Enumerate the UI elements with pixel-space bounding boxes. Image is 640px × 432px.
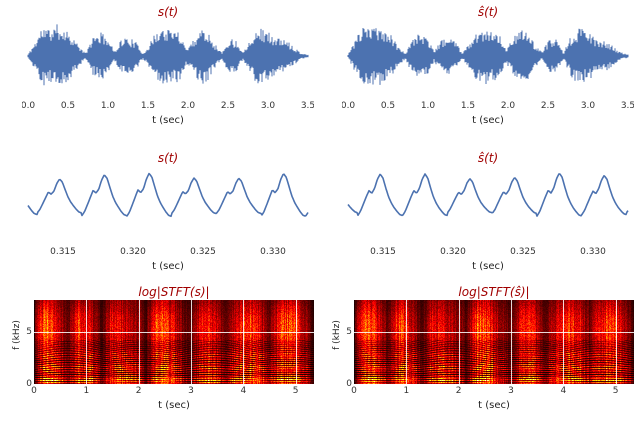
plot-title-stft-s: log|STFT(s)| — [138, 285, 210, 299]
tick-label: 0.330 — [260, 247, 286, 257]
xlabel-stft-s: t (sec) — [158, 400, 190, 411]
tick-label: 0 — [351, 386, 357, 396]
waveform-plot-s: 0.0 0.5 1.0 1.5 2.0 2.5 3.0 3.5 — [22, 24, 314, 111]
tick-label: 5 — [292, 386, 299, 396]
tick-label: 0.330 — [580, 247, 606, 257]
tick-label: 0.5 — [381, 101, 395, 111]
tick-label: 0.325 — [510, 247, 536, 257]
waveform-plot-s-hat: 0.0 0.5 1.0 1.5 2.0 2.5 3.0 3.5 — [342, 28, 634, 111]
panel-waveform-s-hat: ŝ(t) 0.0 0.5 1.0 1.5 2.0 2.5 3.0 3.5 t (sec) — [320, 0, 640, 138]
tick-label: 3.5 — [301, 101, 314, 111]
tick-label: 0 — [26, 379, 32, 389]
tick-label: 0.315 — [370, 247, 396, 257]
tick-label: 2.5 — [221, 101, 235, 111]
tick-label: 0 — [346, 379, 352, 389]
tick-label: 3.5 — [621, 101, 634, 111]
tick-label: 4 — [560, 386, 567, 396]
plot-title-zoom-s-hat: ŝ(t) — [477, 151, 499, 165]
tick-label: 1.0 — [101, 101, 116, 111]
tick-label: 3.0 — [261, 101, 276, 111]
tick-label: 3 — [188, 386, 194, 396]
xlabel-zoom-s-hat: t (sec) — [472, 261, 504, 272]
tick-label: 3.0 — [581, 101, 596, 111]
tick-label: 0.320 — [120, 247, 146, 257]
zoom-waveform-trace — [27, 172, 309, 218]
spectrogram-plot-s — [34, 300, 314, 384]
tick-label: 0.320 — [440, 247, 466, 257]
tick-label: 0 — [31, 386, 37, 396]
tick-label: 2 — [135, 386, 142, 396]
tick-label: 0.325 — [190, 247, 216, 257]
tick-label: 5 — [26, 326, 32, 337]
tick-label: 0.0 — [22, 101, 35, 111]
zoom-plot-s-hat: 0.315 0.320 0.325 0.330 — [347, 173, 629, 257]
panel-waveform-s: s(t) 0.0 0.5 1.0 1.5 2.0 2.5 3.0 3.5 t (sec) — [0, 0, 320, 138]
tick-label: 4 — [240, 386, 247, 396]
tick-label: 0.315 — [50, 247, 76, 257]
panel-zoom-s: s(t) 0.315 0.320 0.325 0.330 t (sec) — [0, 138, 320, 278]
zoom-waveform-trace — [347, 173, 629, 217]
tick-label: 1.5 — [461, 101, 475, 111]
tick-label: 0.5 — [61, 101, 75, 111]
tick-label: 1.0 — [421, 101, 436, 111]
tick-label: 5 — [346, 326, 352, 337]
tick-label: 1 — [403, 386, 410, 396]
xlabel-s-hat: t (sec) — [472, 115, 504, 126]
zoom-plot-s: 0.315 0.320 0.325 0.330 — [27, 172, 309, 257]
plot-title-zoom-s: s(t) — [157, 151, 179, 165]
waveform-trace — [347, 28, 629, 85]
waveform-trace — [27, 24, 309, 86]
xlabel-s: t (sec) — [152, 115, 184, 126]
xlabel-stft-s-hat: t (sec) — [478, 400, 510, 411]
tick-label: 5 — [612, 386, 619, 396]
tick-label: 2.5 — [541, 101, 555, 111]
tick-label: 2 — [455, 386, 462, 396]
tick-label: 2.0 — [181, 101, 196, 111]
panel-zoom-s-hat: ŝ(t) 0.315 0.320 0.325 0.330 t (sec) — [320, 138, 640, 278]
tick-label: 0.0 — [342, 101, 355, 111]
tick-label: 2.0 — [501, 101, 516, 111]
plot-title-s: s(t) — [157, 5, 179, 19]
plot-title-s-hat: ŝ(t) — [477, 5, 499, 19]
tick-label: 1 — [83, 386, 90, 396]
tick-label: 3 — [508, 386, 514, 396]
tick-label: 1.5 — [141, 101, 155, 111]
plot-title-stft-s-hat: log|STFT(ŝ)| — [458, 285, 530, 299]
xlabel-zoom-s: t (sec) — [152, 261, 184, 272]
spectrogram-plot-s-hat — [354, 300, 634, 384]
